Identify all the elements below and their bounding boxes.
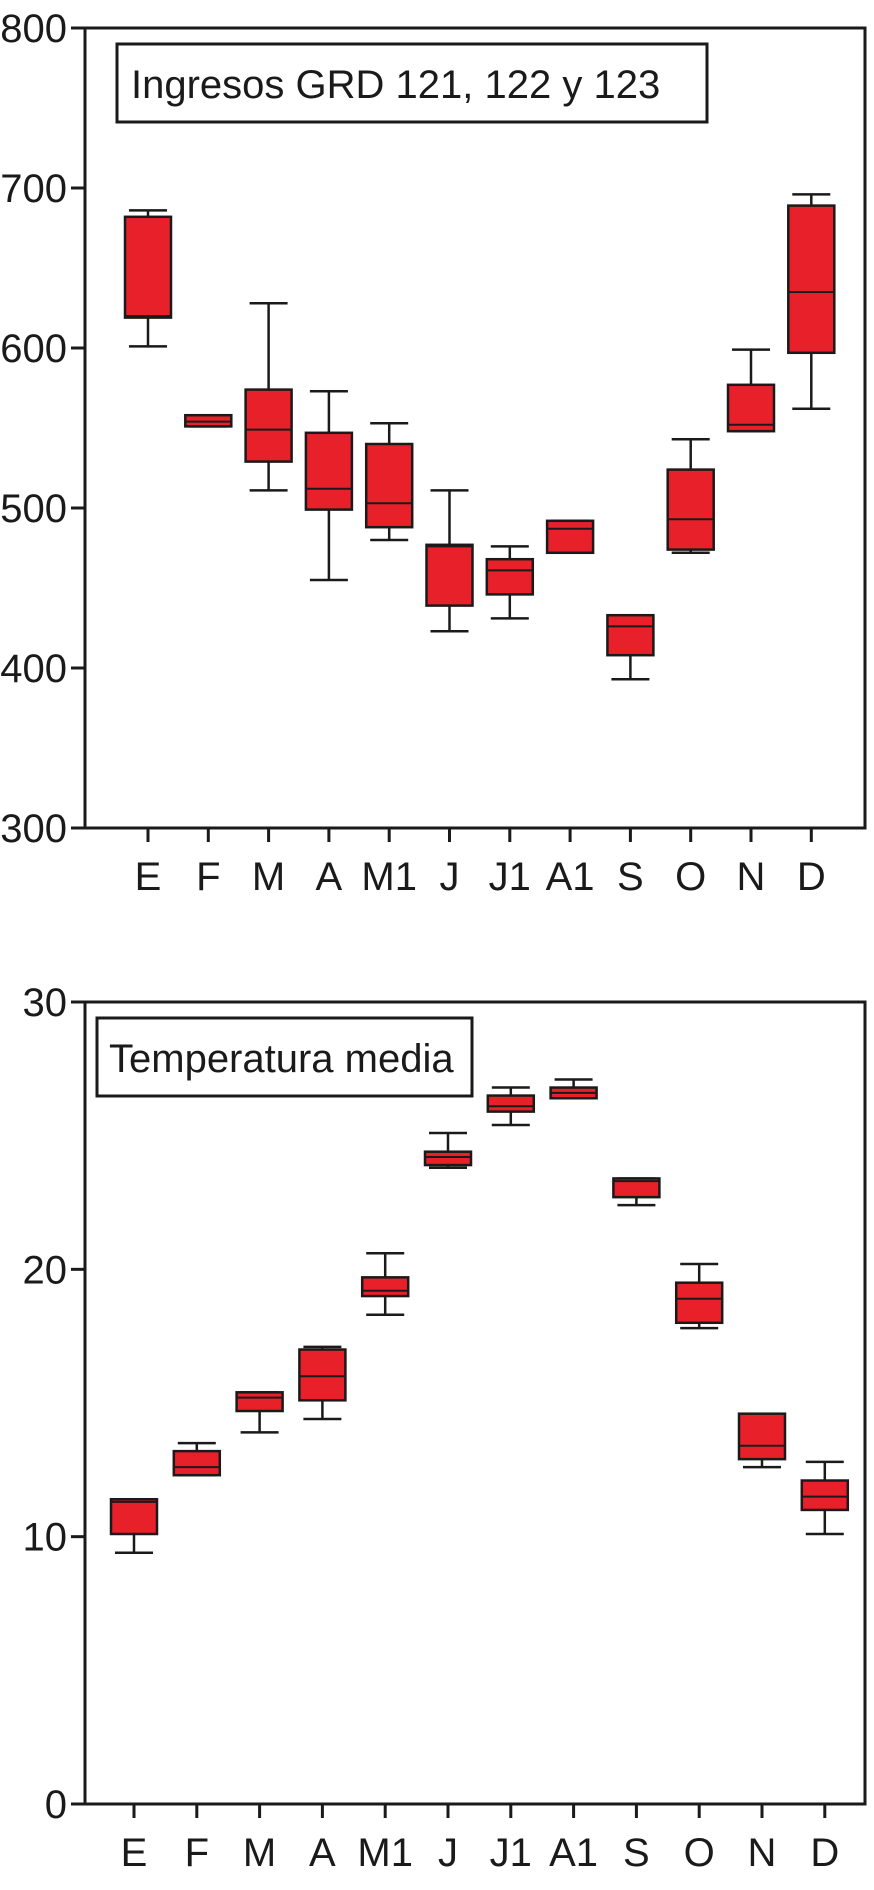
y-axis-temperatura: 0 10 20 30 bbox=[23, 981, 85, 1827]
x-category-label: M bbox=[243, 1831, 276, 1875]
box-m bbox=[244, 301, 293, 492]
x-category-label: N bbox=[748, 1831, 777, 1875]
box-a bbox=[298, 1345, 347, 1421]
box-iqr bbox=[425, 543, 474, 607]
box-iqr bbox=[244, 388, 293, 463]
box-iqr bbox=[787, 204, 836, 355]
box-j1 bbox=[485, 545, 535, 620]
y-tick-label: 300 bbox=[0, 807, 67, 851]
box-iqr bbox=[298, 1348, 347, 1402]
y-tick-label: 800 bbox=[0, 7, 67, 51]
x-category-label: J bbox=[438, 1831, 458, 1875]
box-iqr bbox=[737, 1412, 787, 1461]
x-category-label: S bbox=[623, 1831, 650, 1875]
x-category-label: J bbox=[440, 855, 460, 899]
box-iqr bbox=[606, 613, 655, 657]
box-d bbox=[787, 193, 836, 411]
box-j1 bbox=[486, 1086, 536, 1127]
x-category-label: F bbox=[185, 1831, 209, 1875]
box-iqr bbox=[360, 1276, 410, 1298]
box-a1 bbox=[549, 1078, 598, 1100]
box-n bbox=[726, 348, 776, 433]
box-n bbox=[737, 1412, 787, 1469]
x-category-label: E bbox=[135, 855, 162, 899]
box-d bbox=[800, 1460, 850, 1536]
x-category-label: S bbox=[617, 855, 644, 899]
x-category-label: A bbox=[309, 1831, 336, 1875]
box-iqr bbox=[123, 215, 173, 319]
box-iqr bbox=[423, 1150, 473, 1167]
box-iqr bbox=[109, 1497, 159, 1536]
box-iqr bbox=[545, 519, 595, 555]
x-category-label: O bbox=[675, 855, 706, 899]
chart-ingresos: Ingresos GRD 121, 122 y 123 300 400 500 600… bbox=[0, 7, 867, 899]
x-category-label: M1 bbox=[357, 1831, 413, 1875]
x-category-label: J1 bbox=[489, 855, 531, 899]
box-iqr bbox=[726, 383, 776, 433]
x-category-label: D bbox=[797, 855, 826, 899]
box-a bbox=[304, 389, 354, 582]
box-iqr bbox=[666, 468, 715, 551]
y-axis-ingresos: 300 400 500 600 700 800 bbox=[0, 7, 85, 851]
y-tick-label: 0 bbox=[45, 1783, 67, 1827]
box-iqr bbox=[674, 1281, 724, 1325]
x-category-label: A1 bbox=[549, 1831, 598, 1875]
x-category-label: A bbox=[316, 855, 343, 899]
box-o bbox=[674, 1262, 724, 1330]
box-f bbox=[172, 1441, 222, 1477]
legend-title-temperatura: Temperatura media bbox=[109, 1037, 454, 1081]
legend-box-ingresos bbox=[115, 42, 709, 124]
legend-box-temperatura bbox=[95, 1016, 474, 1098]
y-tick-label: 10 bbox=[23, 1516, 68, 1560]
x-axis-temperatura: E F M A M1 J J1 A1 S O N D bbox=[121, 1804, 839, 1875]
y-tick-label: 20 bbox=[23, 1248, 68, 1292]
box-iqr bbox=[612, 1177, 661, 1199]
box-a1 bbox=[545, 519, 595, 555]
x-category-label: E bbox=[121, 1831, 148, 1875]
legend-title-ingresos: Ingresos GRD 121, 122 y 123 bbox=[131, 63, 660, 107]
x-category-label: F bbox=[196, 855, 220, 899]
box-j bbox=[423, 1131, 473, 1169]
x-category-label: A1 bbox=[546, 855, 595, 899]
boxes-ingresos bbox=[123, 193, 836, 681]
box-iqr bbox=[486, 1094, 536, 1113]
y-tick-label: 30 bbox=[23, 981, 68, 1025]
x-axis-ingresos: E F M A M1 J J1 A1 S O N D bbox=[135, 828, 826, 899]
box-iqr bbox=[235, 1391, 284, 1413]
box-iqr bbox=[364, 442, 414, 529]
x-category-label: J1 bbox=[490, 1831, 532, 1875]
boxes-temperatura bbox=[109, 1078, 850, 1554]
box-e bbox=[109, 1497, 159, 1554]
box-m1 bbox=[360, 1252, 410, 1317]
box-e bbox=[123, 209, 173, 348]
y-tick-label: 700 bbox=[0, 167, 67, 211]
y-tick-label: 600 bbox=[0, 327, 67, 371]
box-m bbox=[235, 1391, 284, 1434]
box-s bbox=[606, 613, 655, 681]
box-s bbox=[612, 1177, 661, 1207]
chart-temperatura: Temperatura media 0 10 20 30 E F M A M1 J J1 A1 S O N… bbox=[23, 981, 867, 1875]
x-category-label: M1 bbox=[361, 855, 417, 899]
x-category-label: O bbox=[684, 1831, 715, 1875]
x-category-label: D bbox=[810, 1831, 839, 1875]
y-tick-label: 400 bbox=[0, 647, 67, 691]
box-f bbox=[184, 413, 233, 428]
plot-area-temperatura bbox=[83, 1000, 867, 1806]
y-tick-label: 500 bbox=[0, 487, 67, 531]
box-m1 bbox=[364, 421, 414, 542]
box-o bbox=[666, 437, 715, 555]
box-iqr bbox=[485, 557, 535, 596]
x-category-label: N bbox=[737, 855, 766, 899]
box-iqr bbox=[172, 1449, 222, 1477]
box-iqr bbox=[800, 1479, 850, 1512]
plot-area-ingresos bbox=[83, 26, 867, 830]
box-iqr bbox=[304, 431, 354, 511]
box-j bbox=[425, 489, 474, 633]
x-category-label: M bbox=[252, 855, 285, 899]
